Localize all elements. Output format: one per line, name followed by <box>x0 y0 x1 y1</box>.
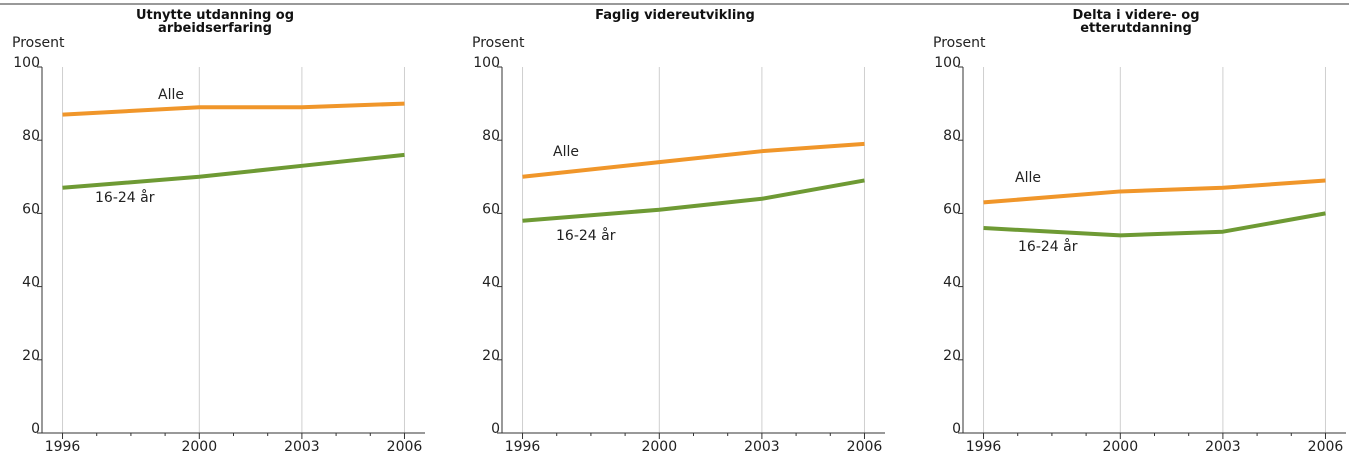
y-tick-label: 0 <box>491 421 500 437</box>
x-tick-label: 2006 <box>387 439 423 455</box>
series-label: 16-24 år <box>95 189 155 206</box>
x-tick-label: 2003 <box>1205 439 1241 455</box>
series-label: Alle <box>1015 170 1041 186</box>
y-tick-label: 100 <box>473 55 500 71</box>
series-line <box>983 178 1326 205</box>
x-tick-label: 2003 <box>284 439 320 455</box>
y-tick-label: 100 <box>934 55 961 71</box>
series-label: 16-24 år <box>1018 238 1078 255</box>
x-tick-label: 1996 <box>505 439 541 455</box>
y-tick-label: 100 <box>13 55 40 71</box>
x-tick-label: 2003 <box>744 439 780 455</box>
y-tick-label: 60 <box>943 201 961 217</box>
y-tick-label: 40 <box>482 275 500 291</box>
series-line <box>62 152 405 190</box>
series-label: 16-24 år <box>556 227 616 244</box>
y-tick-label: 80 <box>943 128 961 144</box>
y-axis-label: Prosent <box>933 35 986 51</box>
x-tick-label: 2000 <box>181 439 217 455</box>
chart-title: Delta i videre- og etterutdanning <box>1072 8 1200 36</box>
x-tick-label: 2000 <box>1102 439 1138 455</box>
series-line <box>62 101 405 117</box>
y-tick-label: 20 <box>22 348 40 364</box>
y-tick-label: 60 <box>482 201 500 217</box>
chart-title: Faglig videreutvikling <box>595 8 755 23</box>
series-label: Alle <box>158 87 184 103</box>
y-tick-label: 0 <box>952 421 961 437</box>
series-line <box>522 141 865 179</box>
y-axis-label: Prosent <box>472 35 525 51</box>
y-tick-label: 80 <box>482 128 500 144</box>
series-line <box>522 178 865 223</box>
series-label: Alle <box>553 144 579 160</box>
x-tick-label: 1996 <box>966 439 1002 455</box>
y-tick-label: 60 <box>22 201 40 217</box>
y-tick-label: 20 <box>482 348 500 364</box>
y-tick-label: 0 <box>31 421 40 437</box>
x-tick-label: 2006 <box>847 439 883 455</box>
y-tick-label: 40 <box>943 275 961 291</box>
y-tick-label: 20 <box>943 348 961 364</box>
y-tick-label: 40 <box>22 275 40 291</box>
series-line <box>983 211 1326 238</box>
y-axis-label: Prosent <box>12 35 65 51</box>
chart-title: Utnytte utdanning og arbeidserfaring <box>135 8 295 36</box>
x-tick-label: 1996 <box>45 439 81 455</box>
x-tick-label: 2006 <box>1308 439 1344 455</box>
x-tick-label: 2000 <box>641 439 677 455</box>
y-tick-label: 80 <box>22 128 40 144</box>
